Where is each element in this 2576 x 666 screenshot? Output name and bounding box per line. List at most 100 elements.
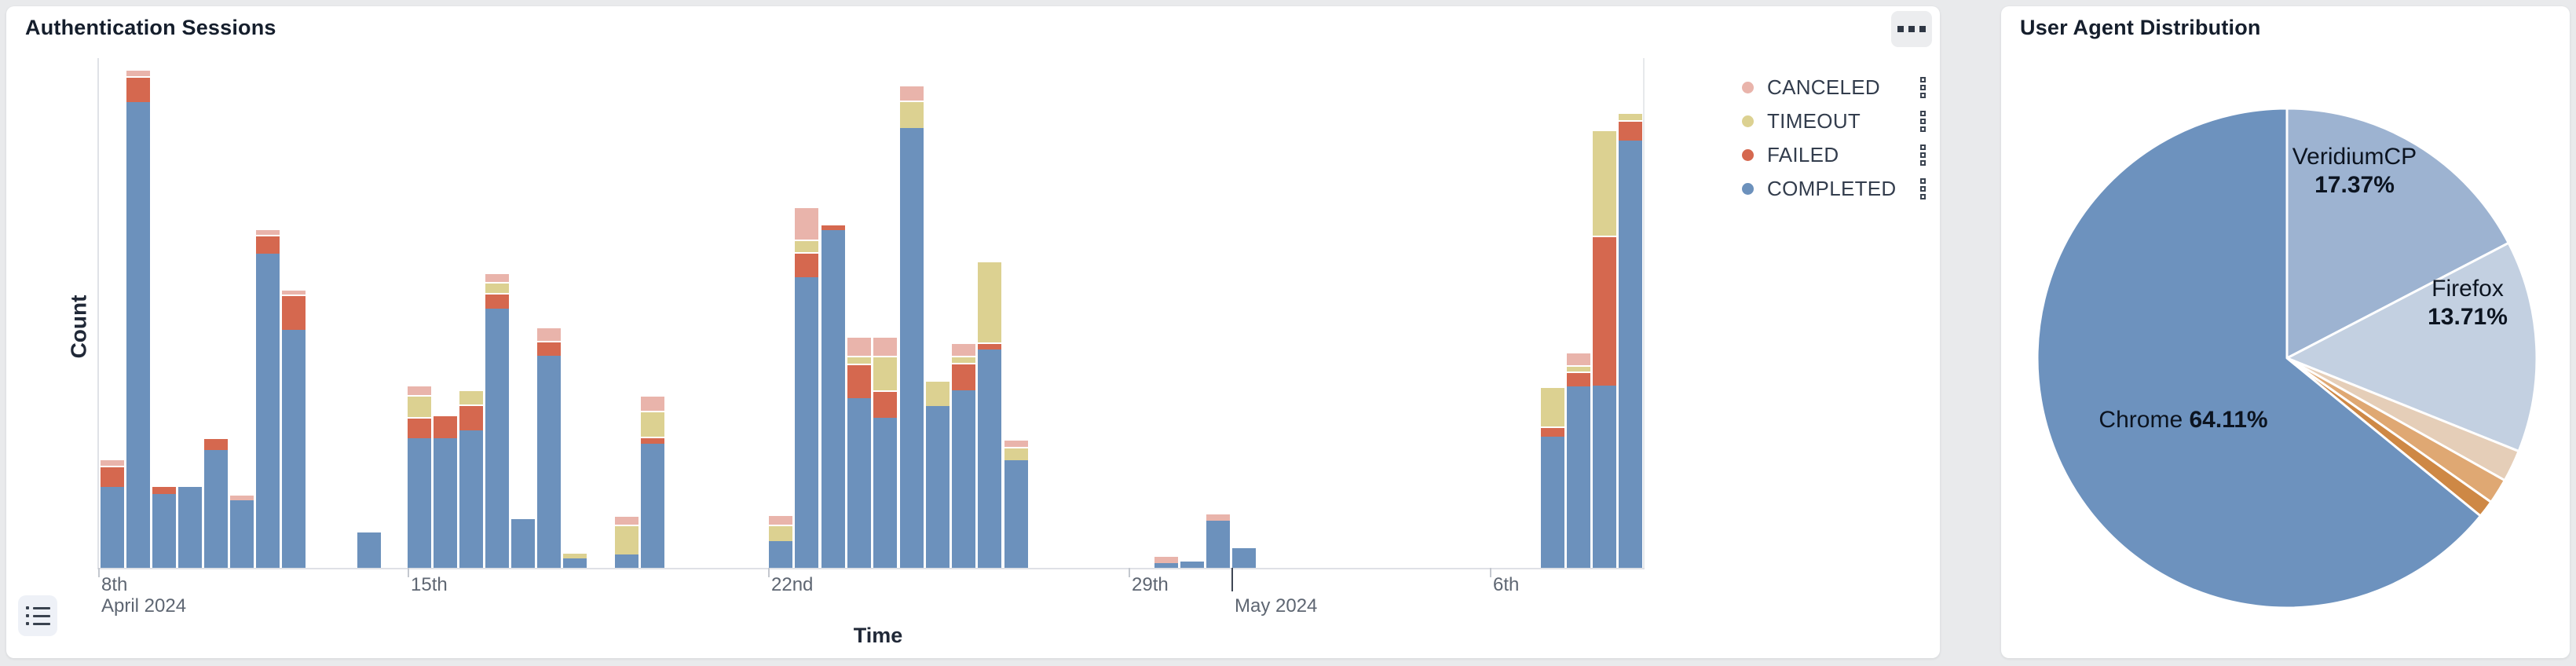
user-agent-panel: User Agent Distribution VeridiumCP 17.37%… — [2001, 6, 2570, 658]
bar-segment-timeout — [952, 356, 975, 363]
stacked-bar — [1180, 562, 1204, 568]
legend-color-dot — [1742, 149, 1754, 161]
bar-segment-timeout — [1541, 386, 1564, 426]
bar-segment-timeout — [641, 411, 664, 437]
bar-segment-canceled — [256, 229, 280, 235]
grip-square-icon — [1908, 26, 1915, 32]
x-axis-major-tick — [1231, 568, 1233, 591]
pie-slice-veridiumcp — [2285, 107, 2510, 360]
stacked-bar — [256, 229, 280, 568]
stacked-bar — [1541, 386, 1564, 568]
y-axis-line — [97, 58, 99, 569]
bar-segment-completed — [1541, 437, 1564, 568]
y-axis-title: Count — [66, 295, 91, 359]
data-view-button[interactable] — [18, 595, 57, 636]
x-axis-title: Time — [853, 624, 903, 647]
legend-drag-handle-icon[interactable] — [1920, 111, 1926, 132]
bar-segment-canceled — [1567, 352, 1590, 365]
bar-segment-timeout — [1004, 447, 1028, 460]
legend-label: COMPLETED — [1767, 177, 1897, 200]
bar-segment-timeout — [1593, 130, 1616, 236]
bar-segment-completed — [101, 487, 124, 568]
bar-segment-canceled — [1206, 513, 1230, 521]
stacked-bar — [485, 273, 509, 568]
grip-square-icon — [1897, 26, 1904, 32]
legend-item-timeout[interactable]: TIMEOUT — [1731, 104, 1929, 138]
bar-segment-completed — [1567, 386, 1590, 568]
bar-segment-completed — [900, 128, 924, 568]
x-tick-label: 6th — [1493, 574, 1520, 595]
bar-segment-completed — [357, 532, 381, 568]
bar-segment-failed — [282, 295, 306, 330]
stacked-bar — [357, 532, 381, 568]
bar-segment-canceled — [847, 336, 871, 356]
bar-segment-completed — [434, 438, 457, 568]
pie-label-firefox: Firefox 13.71% — [2428, 276, 2508, 330]
bar-segment-failed — [204, 437, 228, 450]
bar-segment-canceled — [1004, 439, 1028, 447]
bar-segment-completed — [1206, 521, 1230, 568]
bar-segment-canceled — [900, 85, 924, 101]
legend-item-failed[interactable]: FAILED — [1731, 138, 1929, 172]
bar-segment-completed — [511, 519, 535, 568]
stacked-bar — [952, 342, 975, 568]
bar-segment-failed — [952, 363, 975, 390]
stacked-bar — [847, 336, 871, 568]
bar-segment-canceled — [1154, 555, 1178, 563]
x-axis-tick — [98, 568, 100, 577]
x-axis-tick — [1490, 568, 1491, 577]
bar-segment-completed — [926, 406, 950, 568]
bar-segment-failed — [256, 235, 280, 254]
x-tick-sublabel: April 2024 — [101, 595, 187, 617]
bar-segment-completed — [1593, 386, 1616, 568]
legend-drag-handle-icon[interactable] — [1920, 77, 1926, 98]
legend-drag-handle-icon[interactable] — [1920, 178, 1926, 199]
legend-label: TIMEOUT — [1767, 109, 1861, 133]
bar-segment-failed — [1619, 120, 1642, 141]
stacked-bar — [563, 552, 587, 568]
bar-segment-canceled — [230, 494, 254, 500]
pie-slice-firefox — [2285, 241, 2538, 453]
bar-segment-timeout — [847, 356, 871, 364]
legend-item-canceled[interactable]: CANCELED — [1731, 71, 1929, 104]
stacked-bar — [641, 395, 664, 568]
bar-segment-timeout — [795, 240, 818, 252]
bar-segment-canceled — [126, 69, 150, 76]
bar-segment-canceled — [795, 207, 818, 240]
stacked-bar-chart: Count Time 8th April 2024 15th 22nd 29th May … — [6, 6, 1940, 658]
pie-slice-chrome — [2036, 107, 2482, 609]
legend-color-dot — [1742, 183, 1754, 195]
bar-segment-completed — [769, 541, 792, 568]
pie-chart — [2036, 107, 2538, 609]
grip-square-icon — [1919, 26, 1926, 32]
bar-segment-canceled — [485, 273, 509, 282]
panel-drag-handle-icon[interactable] — [1891, 11, 1932, 47]
bar-segment-failed — [795, 252, 818, 277]
bar-segment-failed — [1541, 426, 1564, 437]
legend-item-completed[interactable]: COMPLETED — [1731, 172, 1929, 206]
legend-color-dot — [1742, 82, 1754, 93]
bar-segment-completed — [485, 309, 509, 568]
bar-segment-failed — [1567, 371, 1590, 386]
x-axis-line — [97, 568, 1645, 569]
stacked-bar — [1206, 513, 1230, 568]
stacked-bar — [1004, 439, 1028, 568]
bar-segment-timeout — [485, 282, 509, 293]
pie-label-chrome: Chrome 64.11% — [2098, 407, 2268, 433]
stacked-bar — [900, 85, 924, 568]
bar-segment-completed — [873, 418, 897, 568]
x-tick-label: 8th — [101, 574, 128, 595]
stacked-bar — [1232, 548, 1256, 568]
stacked-bar — [1567, 352, 1590, 568]
bar-segment-timeout — [1567, 365, 1590, 371]
bar-segment-completed — [1232, 548, 1256, 568]
x-tick-label: 22nd — [771, 574, 814, 595]
auth-sessions-panel: Authentication Sessions Count Time 8th Ap… — [6, 6, 1940, 658]
stacked-bar — [204, 437, 228, 568]
legend-drag-handle-icon[interactable] — [1920, 145, 1926, 166]
bar-segment-failed — [485, 293, 509, 309]
x-tick-sublabel: May 2024 — [1235, 595, 1318, 617]
bar-segment-timeout — [769, 525, 792, 541]
bar-segment-canceled — [952, 342, 975, 356]
bar-segment-timeout — [873, 356, 897, 390]
